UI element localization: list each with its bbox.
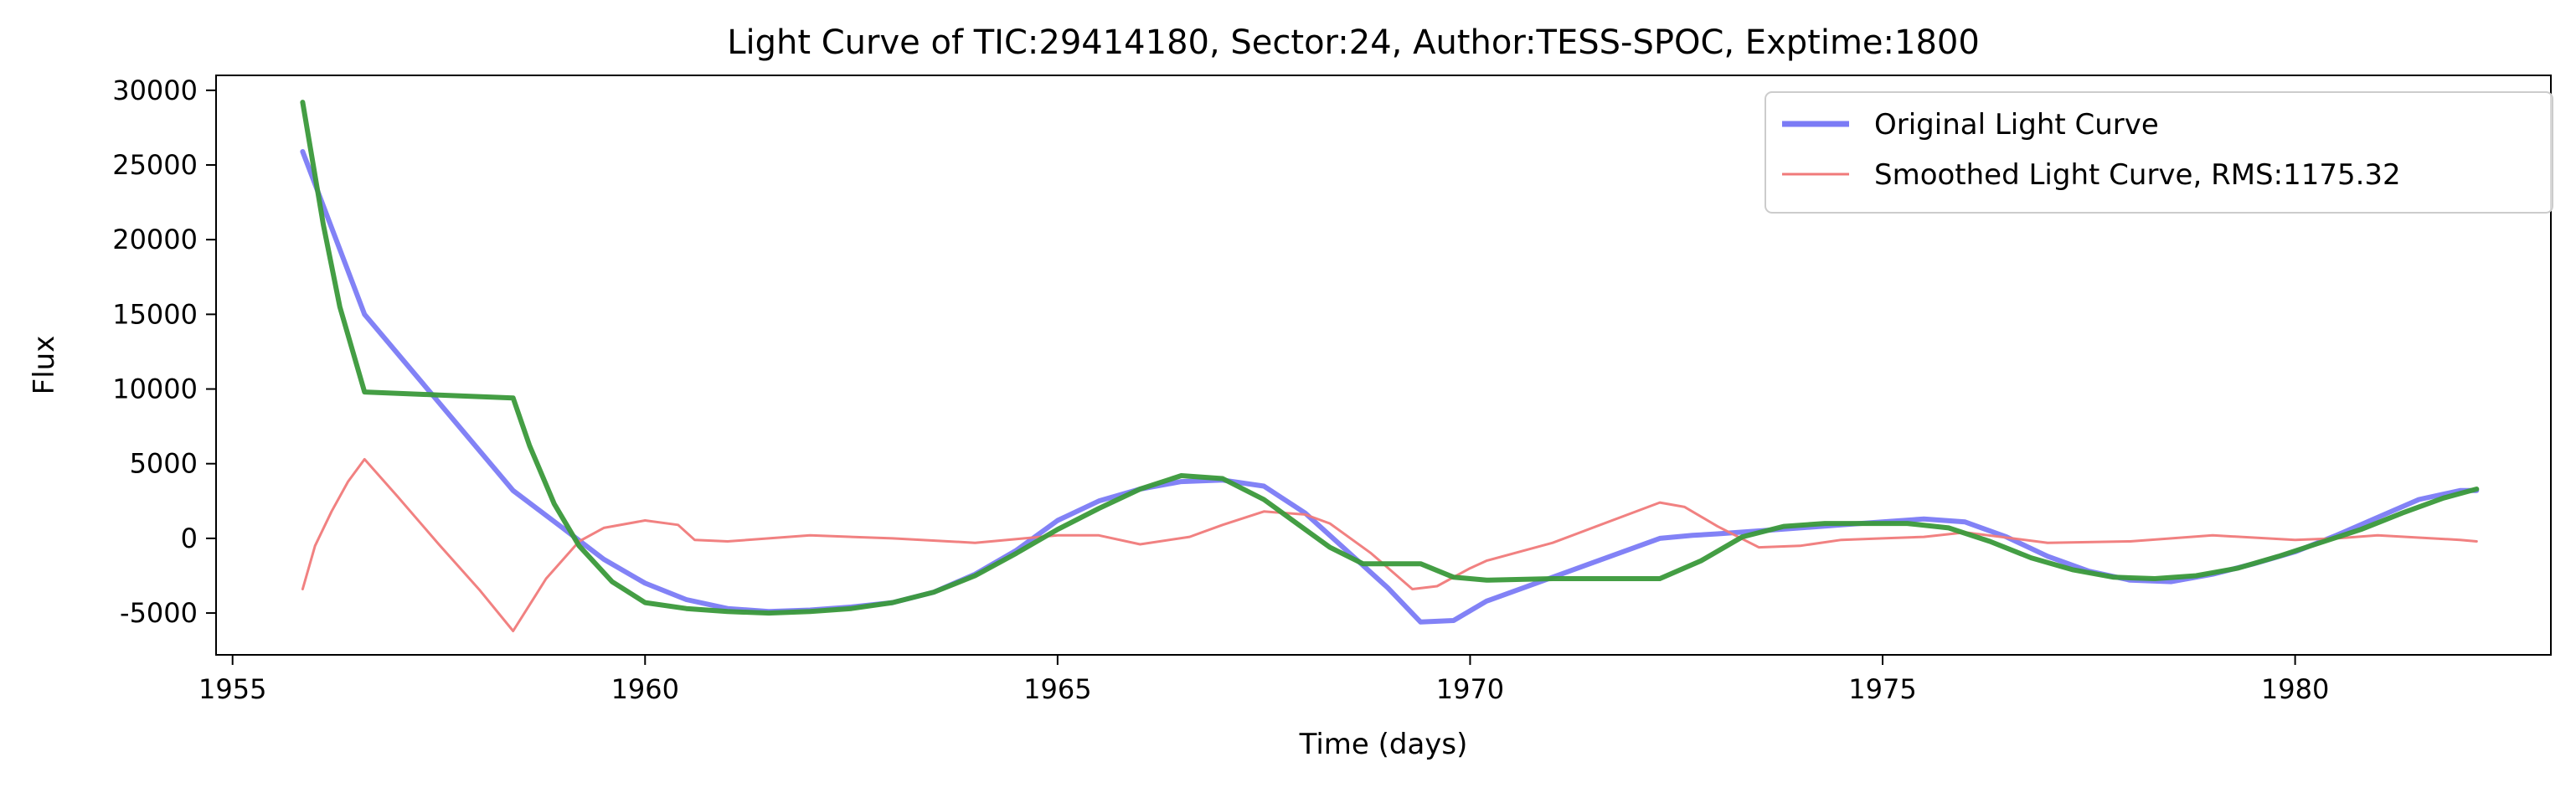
- x-tick-label: 1955: [198, 673, 266, 705]
- y-tick-label: 0: [181, 523, 198, 554]
- series-line-1: [300, 149, 2480, 625]
- x-tick-label: 1960: [611, 673, 679, 705]
- y-tick-label: 25000: [112, 149, 198, 181]
- y-tick-label: 20000: [112, 224, 198, 255]
- y-axis: -5000 0 5000 10000 15000 20000 25000 30000: [112, 75, 216, 629]
- y-tick-label: 5000: [130, 448, 198, 480]
- legend: Original Light Curve Smoothed Light Curve…: [1765, 91, 2553, 214]
- x-tick-label: 1980: [2261, 673, 2329, 705]
- plot-area: [300, 100, 2480, 632]
- chart-title: Light Curve of TIC:29414180, Sector:24, …: [727, 23, 1980, 62]
- y-tick-label: 30000: [112, 75, 198, 106]
- y-axis-label: Flux: [28, 336, 61, 395]
- y-tick-label: -5000: [120, 597, 198, 629]
- x-tick-label: 1970: [1436, 673, 1504, 705]
- legend-label: Original Light Curve: [1874, 108, 2159, 142]
- series-line-2: [301, 457, 2478, 632]
- x-tick-label: 1965: [1023, 673, 1091, 705]
- x-tick-label: 1975: [1848, 673, 1916, 705]
- legend-box: [1765, 91, 2553, 214]
- x-axis: 1955 1960 1965 1970 1975 1980: [198, 655, 2329, 705]
- series-line-3: [300, 100, 2480, 616]
- y-tick-label: 15000: [112, 298, 198, 330]
- legend-label: Smoothed Light Curve, RMS:1175.32: [1874, 158, 2401, 192]
- y-tick-label: 10000: [112, 373, 198, 405]
- plot-frame: [215, 75, 2552, 656]
- x-axis-label: Time (days): [1299, 728, 1468, 761]
